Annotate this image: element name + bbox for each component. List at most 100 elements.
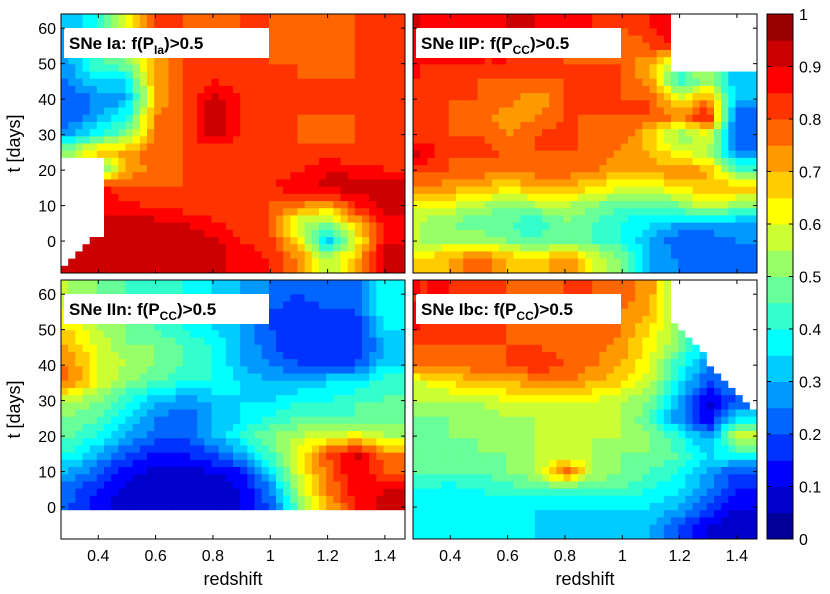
heatmap-cell [369, 481, 377, 490]
heatmap-cell [254, 21, 263, 29]
heatmap-cell [463, 57, 471, 65]
heatmap-cell [161, 136, 170, 145]
heatmap-cell [577, 21, 586, 29]
heatmap-cell [125, 14, 134, 22]
heatmap-cell [240, 452, 248, 461]
heatmap-cell [175, 344, 184, 353]
heatmap-cell [147, 136, 155, 145]
heatmap-cell [254, 14, 263, 22]
heatmap-cell [326, 423, 334, 432]
heatmap-cell [96, 136, 105, 145]
heatmap-cell [642, 193, 651, 202]
heatmap-cell [383, 179, 392, 188]
heatmap-cell [75, 359, 84, 367]
heatmap-cell [390, 107, 399, 116]
heatmap-cell [82, 14, 91, 22]
heatmap-cell [354, 294, 363, 303]
heatmap-cell [233, 265, 241, 273]
heatmap-cell [477, 150, 486, 159]
heatmap-cell [527, 179, 536, 188]
heatmap-cell [297, 402, 306, 411]
heatmap-cell [613, 107, 622, 116]
heatmap-cell [89, 136, 98, 145]
heatmap-cell [190, 157, 198, 166]
heatmap-cell [118, 14, 127, 22]
heatmap-cell [606, 172, 615, 181]
heatmap-cell [89, 237, 98, 245]
heatmap-cell [254, 222, 263, 231]
heatmap-cell [549, 237, 557, 245]
heatmap-cell [161, 423, 170, 432]
heatmap-cell [728, 215, 737, 224]
heatmap-cell [520, 201, 529, 209]
heatmap-cell [261, 78, 270, 87]
heatmap-cell [347, 71, 356, 80]
heatmap-cell [513, 208, 522, 217]
heatmap-cell [175, 431, 184, 439]
heatmap-cell [304, 100, 313, 109]
heatmap-cell [326, 136, 334, 145]
heatmap-cell [333, 244, 342, 253]
heatmap-cell [527, 201, 536, 209]
heatmap-cell [420, 165, 428, 173]
heatmap-cell [190, 337, 198, 346]
heatmap-cell [635, 186, 643, 195]
heatmap-cell [484, 229, 493, 238]
heatmap-cell [390, 330, 399, 339]
heatmap-cell [268, 294, 277, 303]
heatmap-cell [82, 423, 91, 432]
heatmap-cell [549, 14, 557, 22]
heatmap-cell [706, 49, 715, 58]
heatmap-cell [247, 150, 256, 159]
heatmap-cell [182, 280, 191, 288]
heatmap-cell [261, 64, 270, 73]
heatmap-cell [397, 136, 405, 145]
heatmap-cell [499, 85, 507, 94]
heatmap-cell [254, 373, 263, 382]
heatmap-cell [147, 359, 155, 367]
heatmap-cell [254, 64, 263, 73]
heatmap-cell [261, 467, 270, 475]
heatmap-cell [125, 64, 134, 73]
heatmap-cell [599, 237, 608, 245]
heatmap-cell [96, 229, 105, 238]
heatmap-cell [383, 78, 392, 87]
heatmap-cell [311, 64, 320, 73]
heatmap-cell [326, 481, 334, 490]
heatmap-cell [671, 14, 679, 22]
heatmap-cell [290, 366, 299, 375]
heatmap-cell [218, 330, 227, 339]
heatmap-cell [311, 287, 320, 295]
heatmap-cell [390, 280, 399, 288]
heatmap-cell [240, 107, 248, 116]
heatmap-cell [190, 423, 198, 432]
heatmap-cell [340, 445, 349, 454]
heatmap-cell [82, 323, 91, 331]
heatmap-cell [635, 215, 643, 224]
heatmap-cell [204, 265, 213, 273]
heatmap-cell [190, 409, 198, 418]
heatmap-cell [190, 186, 198, 195]
heatmap-cell [168, 215, 177, 224]
heatmap-cell [678, 35, 686, 44]
heatmap-cell [254, 481, 263, 490]
heatmap-cell [268, 71, 277, 80]
heatmap-cell [218, 172, 227, 181]
heatmap-cell [448, 157, 457, 166]
heatmap-cell [147, 366, 155, 375]
heatmap-cell [556, 193, 565, 202]
heatmap-cell [463, 222, 471, 231]
heatmap-cell [728, 93, 737, 101]
heatmap-cell [434, 78, 443, 87]
heatmap-cell [68, 481, 76, 490]
heatmap-cell [340, 258, 349, 267]
heatmap-cell [441, 201, 450, 209]
heatmap-cell [240, 201, 248, 209]
heatmap-cell [527, 21, 536, 29]
heatmap-cell [706, 251, 715, 260]
heatmap-cell [276, 474, 284, 483]
heatmap-cell [290, 21, 299, 29]
heatmap-cell [125, 344, 134, 353]
heatmap-cell [599, 186, 608, 195]
heatmap-cell [161, 150, 170, 159]
